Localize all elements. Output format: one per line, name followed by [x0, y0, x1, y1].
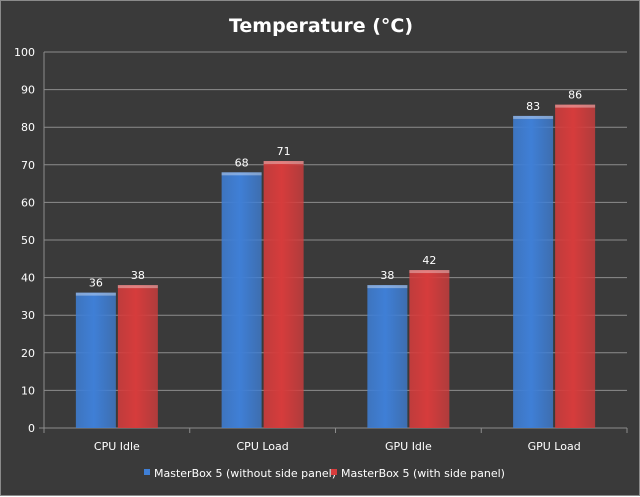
- bar-top-highlight: [409, 270, 450, 274]
- bars: [75, 104, 596, 429]
- bar-top-highlight: [555, 104, 596, 108]
- data-label: 38: [380, 269, 394, 282]
- bar-without-side-panel: [221, 172, 262, 428]
- y-tick-label: 10: [21, 384, 35, 397]
- bar-without-side-panel: [75, 292, 116, 428]
- bar-top-highlight: [117, 285, 158, 289]
- y-tick-label: 20: [21, 347, 35, 360]
- y-tick-label: 40: [21, 272, 35, 285]
- y-tick-label: 80: [21, 121, 35, 134]
- bar-without-side-panel: [367, 285, 408, 428]
- x-axis: CPU Idle CPU Load GPU Idle GPU Load: [94, 440, 581, 453]
- category-label: GPU Idle: [385, 440, 432, 453]
- y-tick-label: 30: [21, 309, 35, 322]
- bar-with-side-panel: [117, 285, 158, 428]
- bar-top-highlight: [263, 161, 304, 165]
- legend-label: MasterBox 5 (with side panel): [341, 467, 505, 480]
- y-tick-label: 100: [14, 46, 35, 59]
- y-tick-label: 0: [28, 422, 35, 435]
- data-label: 38: [131, 269, 145, 282]
- data-label: 71: [277, 145, 291, 158]
- y-tick-label: 60: [21, 196, 35, 209]
- bar-top-highlight: [513, 115, 554, 119]
- bar-top-highlight: [221, 172, 262, 176]
- legend-swatch: [144, 469, 150, 475]
- bar-top-highlight: [75, 292, 116, 296]
- y-tick-label: 90: [21, 84, 35, 97]
- data-label: 68: [235, 156, 249, 169]
- data-label: 83: [526, 100, 540, 113]
- bar-with-side-panel: [263, 161, 304, 429]
- category-label: GPU Load: [528, 440, 581, 453]
- legend-label: MasterBox 5 (without side panel): [154, 467, 336, 480]
- bar-without-side-panel: [513, 115, 554, 429]
- legend-swatch: [331, 469, 337, 475]
- y-tick-label: 50: [21, 234, 35, 247]
- chart-title: Temperature (°C): [229, 15, 413, 37]
- bar-top-highlight: [367, 285, 408, 289]
- data-label: 36: [89, 277, 103, 290]
- bar-with-side-panel: [409, 270, 450, 428]
- data-labels: 36 38 68 71 38 42 83 86: [89, 89, 582, 290]
- category-label: CPU Idle: [94, 440, 140, 453]
- bar-with-side-panel: [555, 104, 596, 428]
- data-label: 42: [422, 254, 436, 267]
- data-label: 86: [568, 89, 582, 102]
- category-label: CPU Load: [237, 440, 289, 453]
- y-axis: 0 10 20 30 40 50 60 70 80 90 100: [14, 46, 628, 435]
- y-tick-label: 70: [21, 159, 35, 172]
- legend: MasterBox 5 (without side panel) MasterBo…: [144, 467, 505, 480]
